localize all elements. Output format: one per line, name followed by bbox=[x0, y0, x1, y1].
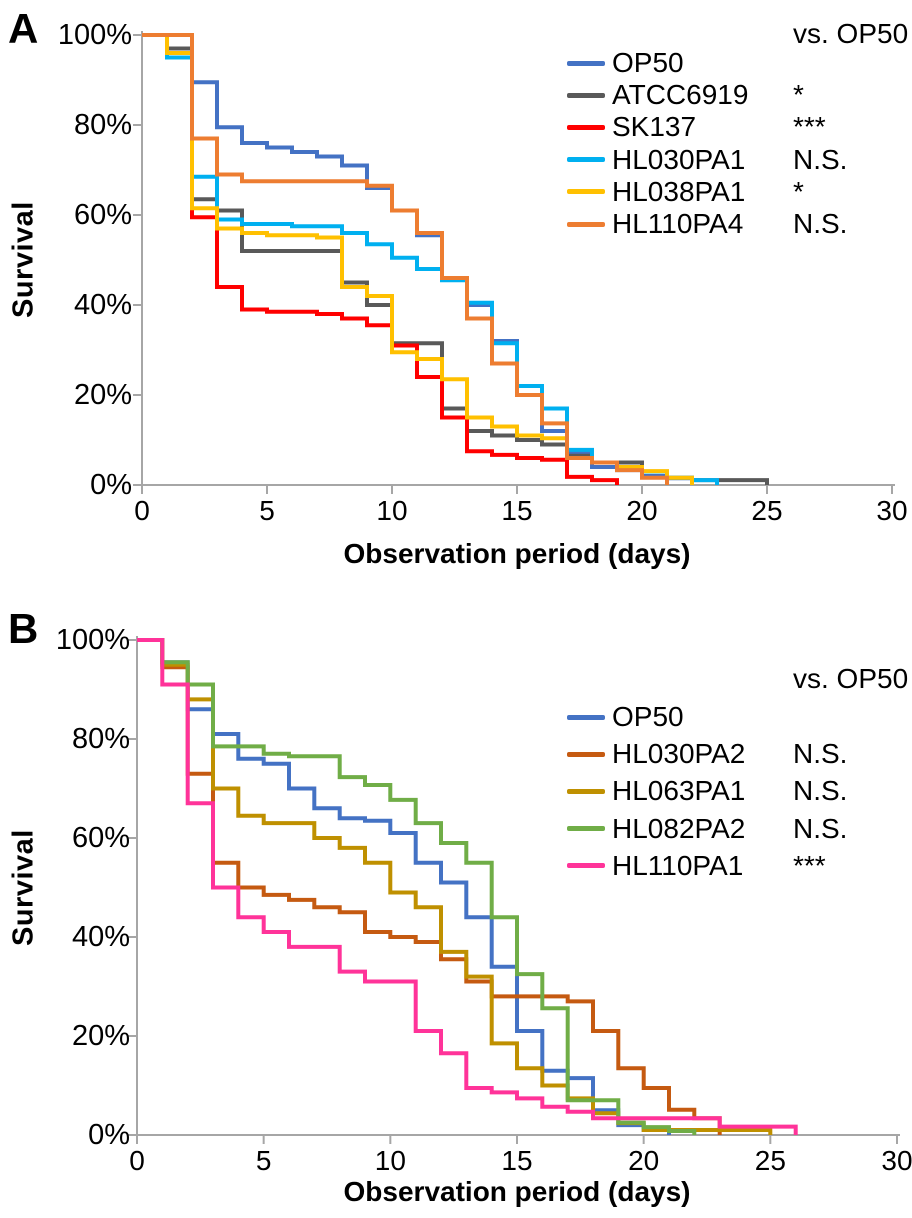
legend-significance-value: N.S. bbox=[793, 775, 848, 807]
legend-significance-value: N.S. bbox=[793, 208, 848, 239]
legend-line-swatch bbox=[567, 751, 605, 757]
legend-series-label: SK137 bbox=[612, 111, 697, 143]
x-tick-label: 25 bbox=[754, 1145, 786, 1176]
legend-series-label: ATCC6919 bbox=[612, 79, 749, 111]
legend-significance-value: *** bbox=[793, 849, 826, 881]
legend-series-label: HL063PA1 bbox=[612, 775, 746, 807]
legend-line-swatch bbox=[567, 189, 605, 195]
x-tick-label: 30 bbox=[881, 1145, 912, 1176]
y-tick-label: 0% bbox=[88, 1119, 130, 1151]
panel-a-letter: A bbox=[8, 5, 39, 52]
survival-curve-SK137 bbox=[142, 33, 619, 485]
legend-significance-value: * bbox=[793, 79, 804, 111]
legend-line-swatch bbox=[567, 157, 605, 163]
legend-line-swatch bbox=[567, 863, 605, 869]
y-tick-label: 80% bbox=[73, 109, 132, 141]
legend-significance-value: N.S. bbox=[793, 812, 848, 844]
legend-line-swatch bbox=[567, 92, 605, 98]
x-tick-label: 15 bbox=[501, 495, 533, 526]
x-tick-label: 30 bbox=[876, 495, 908, 526]
x-tick-label: 25 bbox=[751, 495, 783, 526]
legend-series-label: HL038PA1 bbox=[612, 175, 746, 207]
y-tick-label: 100% bbox=[55, 624, 130, 656]
survival-curve-HL063PA1 bbox=[137, 638, 773, 1135]
survival-curve-HL110PA1 bbox=[137, 638, 798, 1135]
legend-significance-value: N.S. bbox=[793, 143, 848, 175]
legend-series-label: HL030PA2 bbox=[612, 738, 746, 770]
legend-series-label: OP50 bbox=[612, 47, 684, 78]
x-tick-label: 0 bbox=[134, 495, 150, 526]
y-tick-label: 20% bbox=[71, 1020, 130, 1052]
panel-a-significance-header: vs. OP50 bbox=[793, 18, 909, 49]
legend-line-swatch bbox=[567, 714, 605, 720]
legend-line-swatch bbox=[567, 60, 605, 66]
legend-series-label: HL110PA4 bbox=[612, 208, 744, 239]
x-tick-label: 0 bbox=[129, 1145, 145, 1176]
panel-b-significance-header: vs. OP50 bbox=[793, 663, 909, 694]
legend-series-label: OP50 bbox=[612, 701, 684, 732]
legend-significance-value: N.S. bbox=[793, 738, 848, 770]
panel-b-y-axis-title: Survival bbox=[7, 829, 40, 946]
x-tick-label: 15 bbox=[501, 1145, 533, 1176]
y-tick-label: 40% bbox=[71, 921, 130, 953]
survival-curve-HL082PA2 bbox=[137, 638, 697, 1135]
panel-b-letter: B bbox=[8, 605, 39, 652]
x-tick-label: 5 bbox=[259, 495, 275, 526]
legend-series-label: HL082PA2 bbox=[612, 812, 746, 844]
y-tick-label: 40% bbox=[73, 289, 132, 321]
x-tick-label: 20 bbox=[626, 495, 658, 526]
x-tick-label: 10 bbox=[376, 495, 408, 526]
y-tick-label: 60% bbox=[73, 199, 132, 231]
y-tick-label: 60% bbox=[71, 822, 130, 854]
y-tick-label: 80% bbox=[71, 723, 130, 755]
legend-significance-value: * bbox=[793, 175, 804, 207]
y-tick-label: 100% bbox=[57, 19, 132, 51]
x-tick-label: 20 bbox=[628, 1145, 660, 1176]
x-tick-label: 5 bbox=[255, 1145, 272, 1176]
legend-significance-value: *** bbox=[793, 111, 826, 143]
legend-series-label: HL110PA1 bbox=[612, 849, 744, 881]
legend-line-swatch bbox=[567, 221, 605, 227]
legend-series-label: HL030PA1 bbox=[612, 143, 746, 175]
y-tick-label: 0% bbox=[90, 469, 132, 501]
x-tick-label: 10 bbox=[374, 1145, 406, 1176]
survival-curve-HL030PA2 bbox=[137, 638, 722, 1135]
y-tick-label: 20% bbox=[73, 379, 132, 411]
survival-curve-OP50 bbox=[137, 638, 671, 1135]
panel-b-x-axis-title: Observation period (days) bbox=[343, 1176, 691, 1207]
legend-line-swatch bbox=[567, 788, 605, 794]
survival-chart-a bbox=[133, 31, 895, 494]
legend-line-swatch bbox=[567, 124, 605, 130]
survival-curve-HL110PA4 bbox=[142, 33, 669, 485]
panel-a-x-axis-title: Observation period (days) bbox=[343, 538, 691, 569]
legend-line-swatch bbox=[567, 826, 605, 832]
